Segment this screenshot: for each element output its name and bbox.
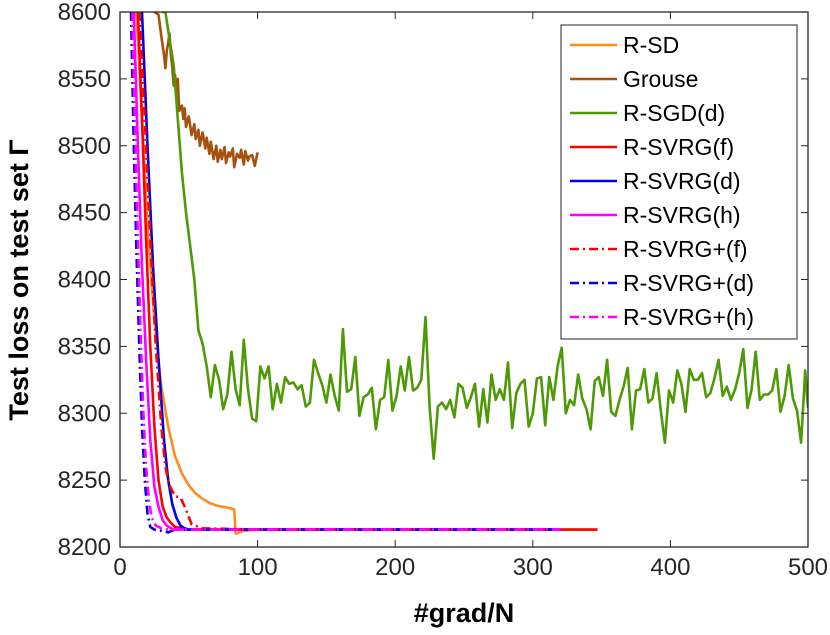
x-axis-label: #grad/N (414, 598, 515, 628)
y-tick-label: 8400 (58, 267, 111, 294)
legend-label-r-svrg-h: R-SVRG+(h) (623, 304, 754, 330)
y-tick-label: 8450 (58, 200, 111, 227)
x-tick-label: 100 (238, 554, 278, 581)
x-tick-label: 300 (513, 554, 553, 581)
y-tick-label: 8500 (58, 133, 111, 160)
legend-label-r-svrg-h: R-SVRG(h) (623, 202, 741, 228)
legend-label-r-svrg-f: R-SVRG+(f) (623, 236, 748, 262)
series-line-r-sgd-d (161, 12, 808, 461)
legend: R-SD Grouse R-SGD(d) R-SVRG(f) R-SVRG(d) R-SV… (560, 24, 798, 340)
x-tick-label: 400 (650, 554, 690, 581)
series-line-r-svrg-f (138, 12, 561, 531)
legend-label-grouse: Grouse (623, 66, 698, 92)
series-line-r-svrg-h (131, 12, 561, 531)
y-tick-label: 8550 (58, 66, 111, 93)
series-line-r-svrg-d (129, 12, 561, 534)
legend-label-r-svrg-d: R-SVRG(d) (623, 168, 741, 194)
y-tick-label: 8200 (58, 534, 111, 561)
legend-label-r-sd: R-SD (623, 32, 679, 58)
y-tick-label: 8250 (58, 467, 111, 494)
x-tick-label: 200 (375, 554, 415, 581)
x-tick-label: 0 (113, 554, 126, 581)
legend-label-r-svrg-d: R-SVRG+(d) (623, 270, 754, 296)
tick-layer: 0 100 200 300 400 500 8200 8250 8300 8350 8400 8450… (58, 0, 828, 581)
series-line-grouse (153, 12, 259, 169)
legend-label-r-svrg-f: R-SVRG(f) (623, 134, 734, 160)
series-layer (129, 12, 808, 535)
x-tick-label: 500 (788, 554, 828, 581)
y-tick-label: 8300 (58, 400, 111, 427)
y-tick-label: 8600 (58, 0, 111, 26)
y-tick-label: 8350 (58, 333, 111, 360)
legend-label-r-sgd-d: R-SGD(d) (623, 100, 725, 126)
y-axis-label: Test loss on test set Γ (4, 139, 34, 420)
